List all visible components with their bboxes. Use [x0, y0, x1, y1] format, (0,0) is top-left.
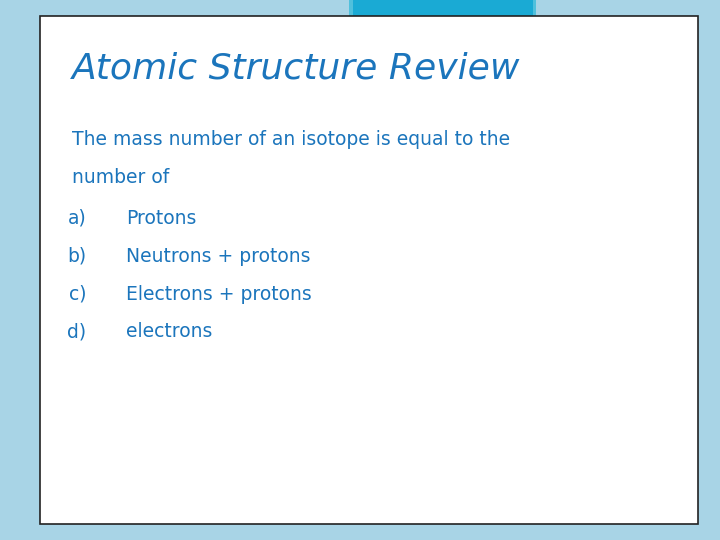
Text: Protons: Protons [126, 209, 197, 228]
Text: Neutrons + protons: Neutrons + protons [126, 247, 310, 266]
Text: The mass number of an isotope is equal to the: The mass number of an isotope is equal t… [72, 130, 510, 148]
Text: d): d) [67, 322, 86, 341]
FancyBboxPatch shape [353, 0, 533, 97]
Text: Electrons + protons: Electrons + protons [126, 285, 312, 303]
Text: Atomic Structure Review: Atomic Structure Review [72, 51, 521, 85]
FancyBboxPatch shape [349, 0, 536, 100]
Text: a): a) [68, 209, 86, 228]
Text: c): c) [69, 285, 86, 303]
Text: electrons: electrons [126, 322, 212, 341]
FancyBboxPatch shape [40, 16, 698, 524]
Text: b): b) [67, 247, 86, 266]
Text: number of: number of [72, 168, 169, 187]
